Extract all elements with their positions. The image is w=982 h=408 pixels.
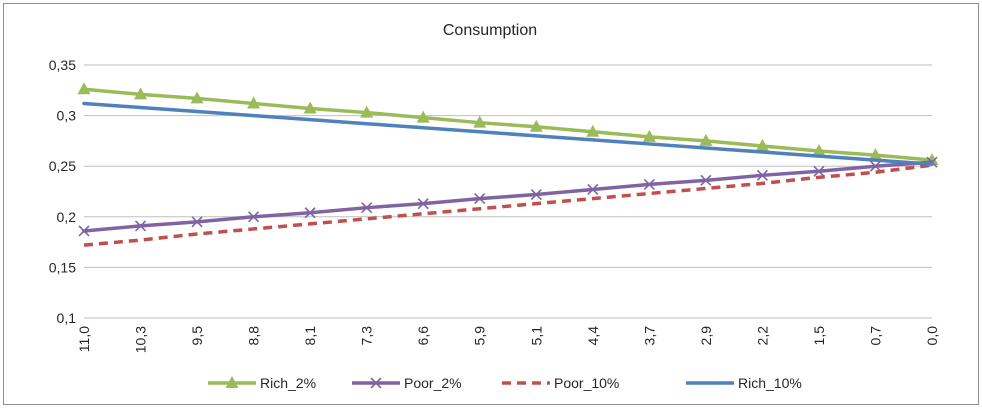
series-poor-2-: [78, 156, 938, 237]
data-point: [868, 148, 882, 161]
x-axis-ticks: 11,0 10,3 9,5 8,8 8,1 7,3 6,6 5,9 5,1 4,4 3,7 2,9 2,…: [76, 326, 940, 353]
legend-item: Poor_2%: [352, 375, 462, 391]
data-point: [755, 138, 769, 151]
data-point: [416, 110, 430, 123]
chart-title: Consumption: [443, 22, 537, 39]
legend-marker: [370, 377, 382, 389]
series-line: [82, 87, 934, 162]
data-point: [473, 115, 487, 128]
legend-item: Rich_10%: [686, 375, 802, 391]
data-point: [247, 96, 261, 109]
series-line: [82, 101, 934, 166]
x-tick-label: 7,3: [359, 326, 375, 346]
y-axis-ticks: 0,1 0,15 0,2 0,25 0,3 0,35: [49, 57, 76, 326]
series-line: [83, 163, 933, 247]
legend-label: Rich_10%: [738, 375, 802, 391]
x-tick-label: 2,2: [754, 326, 770, 346]
data-point: [474, 193, 486, 205]
data-point: [587, 183, 599, 196]
data-point: [248, 211, 260, 223]
data-point: [77, 82, 91, 95]
data-point: [813, 165, 825, 177]
series-line: [82, 160, 934, 233]
y-tick-label: 0,2: [57, 209, 77, 225]
data-point: [756, 169, 768, 181]
y-tick-label: 0,3: [57, 108, 77, 124]
data-point: [700, 174, 712, 186]
data-point: [812, 144, 826, 157]
data-point: [699, 133, 713, 146]
x-tick-label: 0,7: [867, 326, 883, 346]
data-point: [529, 119, 543, 132]
x-tick-label: 2,9: [698, 326, 714, 346]
x-tick-label: 10,3: [133, 326, 149, 353]
data-point: [134, 220, 147, 232]
data-point: [417, 198, 429, 210]
x-tick-label: 9,5: [189, 326, 205, 346]
series-group: [77, 82, 939, 247]
legend-label: Poor_10%: [554, 375, 619, 391]
x-tick-label: 11,0: [76, 326, 92, 352]
y-tick-label: 0,35: [49, 57, 76, 73]
data-point: [586, 124, 600, 137]
x-tick-label: 4,4: [585, 326, 601, 346]
data-point: [869, 160, 882, 172]
data-point: [361, 202, 373, 214]
legend: Rich_2% Poor_2% Poor_10% Rich_10%: [208, 375, 802, 391]
data-point: [643, 178, 655, 190]
data-point: [360, 105, 374, 118]
data-point: [304, 207, 316, 219]
data-point: [134, 87, 148, 100]
legend-item: Rich_2%: [208, 375, 316, 391]
data-point: [642, 129, 656, 142]
series-rich-2-: [77, 82, 939, 166]
legend-item: Poor_10%: [502, 375, 619, 391]
legend-marker: [225, 376, 239, 388]
chart-frame: [3, 3, 979, 405]
y-tick-label: 0,15: [49, 259, 76, 275]
y-tick-label: 0,1: [57, 310, 77, 326]
data-point: [303, 101, 317, 114]
x-tick-label: 8,8: [246, 326, 262, 346]
x-tick-label: 5,1: [528, 326, 544, 346]
x-tick-label: 1,5: [811, 326, 827, 346]
x-tick-label: 8,1: [302, 326, 318, 346]
x-tick-label: 3,7: [641, 326, 657, 346]
data-point: [190, 91, 204, 104]
series-rich-10-: [82, 101, 934, 166]
legend-label: Rich_2%: [260, 375, 316, 391]
x-tick-label: 6,6: [415, 326, 431, 346]
y-tick-label: 0,25: [49, 158, 76, 174]
data-point: [191, 216, 203, 228]
data-point: [78, 225, 90, 237]
gridlines: [84, 64, 932, 319]
x-tick-label: 5,9: [472, 326, 488, 346]
legend-label: Poor_2%: [404, 375, 462, 391]
data-point: [530, 188, 542, 201]
x-tick-label: 0,0: [924, 326, 940, 346]
series-poor-10-: [83, 163, 933, 247]
